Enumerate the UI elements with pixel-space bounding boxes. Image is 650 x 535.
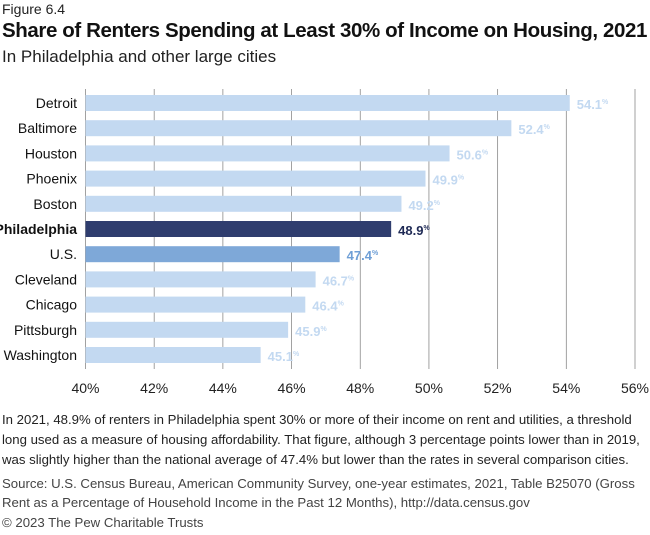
bar-philadelphia bbox=[85, 221, 392, 237]
category-label: Phoenix bbox=[26, 171, 77, 187]
data-label: 46.4% bbox=[312, 299, 344, 314]
bar-chicago bbox=[85, 296, 306, 313]
bar-cleveland bbox=[85, 271, 316, 288]
x-tick-label: 48% bbox=[346, 380, 374, 395]
bar-houston bbox=[85, 145, 450, 162]
x-tick-label: 46% bbox=[278, 380, 306, 395]
data-label: 45.9% bbox=[295, 324, 327, 339]
chart-subtitle: In Philadelphia and other large cities bbox=[2, 47, 277, 66]
bar-detroit bbox=[85, 95, 570, 111]
data-label: 49.2% bbox=[408, 198, 440, 213]
chart-note: In 2021, 48.9% of renters in Philadelphi… bbox=[2, 412, 640, 467]
data-label: 45.1% bbox=[268, 349, 300, 364]
data-label: 48.9% bbox=[398, 223, 430, 238]
category-label: Houston bbox=[25, 145, 77, 161]
category-label: Chicago bbox=[26, 297, 78, 313]
copyright: © 2023 The Pew Charitable Trusts bbox=[2, 515, 204, 530]
bar-baltimore bbox=[85, 120, 512, 137]
x-tick-label: 40% bbox=[71, 380, 99, 395]
category-label: Pittsburgh bbox=[14, 322, 77, 338]
category-label: Washington bbox=[4, 347, 77, 363]
source-note: Source: U.S. Census Bureau, American Com… bbox=[2, 476, 635, 510]
category-label: Baltimore bbox=[18, 120, 77, 136]
data-label: 46.7% bbox=[323, 273, 355, 288]
x-tick-label: 52% bbox=[484, 380, 512, 395]
data-label: 54.1% bbox=[577, 97, 609, 112]
chart-title: Share of Renters Spending at Least 30% o… bbox=[2, 19, 647, 42]
data-label: 47.4% bbox=[347, 248, 379, 263]
category-label: Cleveland bbox=[15, 271, 77, 287]
bar-chart: 40% 42% 44% 46% 48% 50% 52% 54% 56% Detroit 54.1% B… bbox=[0, 89, 649, 395]
category-label: Philadelphia bbox=[0, 221, 77, 237]
data-label: 52.4% bbox=[518, 122, 550, 137]
bar-us bbox=[85, 246, 340, 263]
x-tick-label: 50% bbox=[415, 380, 443, 395]
x-tick-label: 54% bbox=[552, 380, 580, 395]
figure-label: Figure 6.4 bbox=[2, 1, 66, 17]
bar-pittsburgh bbox=[85, 321, 289, 338]
x-tick-label: 44% bbox=[209, 380, 237, 395]
bar-washington bbox=[85, 347, 261, 363]
x-tick-label: 42% bbox=[140, 380, 168, 395]
bar-boston bbox=[85, 195, 402, 212]
data-label: 49.9% bbox=[433, 173, 465, 188]
x-tick-label: 56% bbox=[621, 380, 649, 395]
bar-phoenix bbox=[85, 170, 426, 187]
category-label: U.S. bbox=[50, 246, 77, 262]
data-label: 50.6% bbox=[457, 147, 489, 162]
category-label: Boston bbox=[33, 196, 77, 212]
category-label: Detroit bbox=[36, 95, 77, 111]
